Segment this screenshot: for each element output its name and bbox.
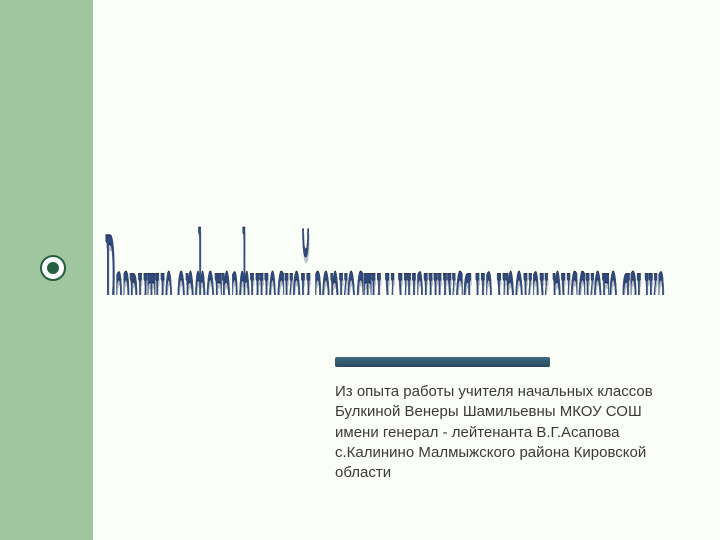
bullet-icon [40, 255, 66, 281]
svg-text:Развитие орфографической зорко: Развитие орфографической зоркости у учащ… [105, 190, 665, 295]
accent-bar [335, 357, 550, 367]
body-text: Из опыта работы учителя начальных классо… [335, 382, 680, 483]
slide: Развитие орфографической зоркости у учащ… [0, 0, 720, 540]
wordart-svg: Развитие орфографической зоркости у учащ… [105, 45, 665, 295]
title-wordart: Развитие орфографической зоркости у учащ… [105, 45, 665, 295]
